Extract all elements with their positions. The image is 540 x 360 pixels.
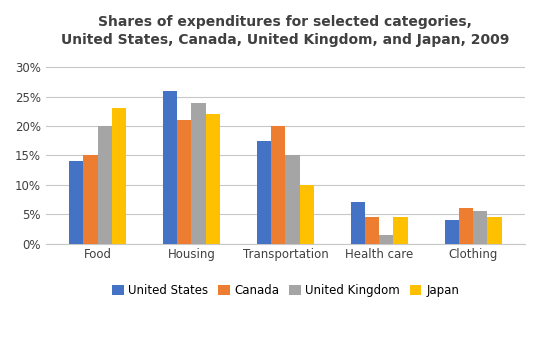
Bar	[257, 141, 271, 243]
Bar	[394, 217, 408, 243]
Bar	[163, 91, 177, 243]
Bar	[351, 202, 365, 243]
Bar	[112, 108, 126, 243]
Bar	[177, 120, 192, 243]
Bar	[474, 211, 488, 243]
Bar	[445, 220, 459, 243]
Bar	[365, 217, 380, 243]
Bar	[271, 126, 286, 243]
Bar	[459, 208, 474, 243]
Bar	[300, 185, 314, 243]
Bar	[84, 156, 98, 243]
Bar	[286, 156, 300, 243]
Bar	[69, 161, 84, 243]
Bar	[206, 114, 220, 243]
Title: Shares of expenditures for selected categories,
United States, Canada, United Ki: Shares of expenditures for selected cate…	[61, 15, 510, 48]
Bar	[98, 126, 112, 243]
Bar	[488, 217, 502, 243]
Bar	[192, 103, 206, 243]
Bar	[380, 235, 394, 243]
Legend: United States, Canada, United Kingdom, Japan: United States, Canada, United Kingdom, J…	[107, 279, 464, 302]
